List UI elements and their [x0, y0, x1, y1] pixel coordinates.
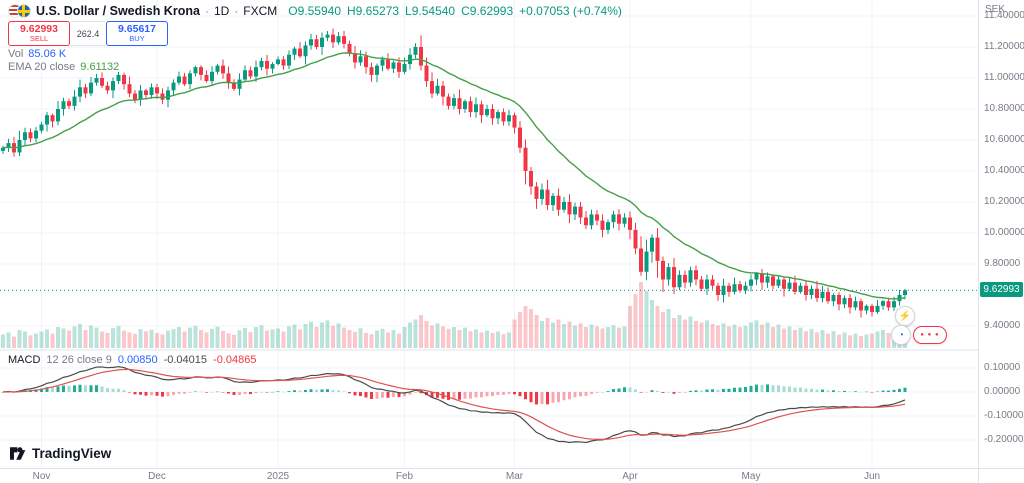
tradingview-logo-text: TradingView — [32, 446, 112, 461]
macd-hist-value: 0.00850 — [117, 354, 158, 366]
time-axis-label: Mar — [505, 471, 524, 482]
macd-legend[interactable]: MACD 12 26 close 9 0.00850 -0.04015 -0.0… — [8, 354, 256, 366]
ohlc-values: O9.55940 H9.65273 L9.54540 C9.62993 +0.0… — [288, 4, 622, 18]
time-axis-label: Nov — [32, 471, 51, 482]
sell-price: 9.62993 — [20, 23, 58, 36]
macd-histogram — [1, 384, 907, 405]
macd-signal-value: -0.04865 — [213, 354, 257, 366]
tradingview-logo-icon — [10, 447, 26, 460]
reactions-pill-button[interactable]: ● ● ● — [913, 326, 947, 344]
exchange-label[interactable]: FXCM — [243, 4, 278, 18]
buy-price: 9.65617 — [118, 23, 156, 36]
macd-axis-label: -0.20000 — [984, 434, 1024, 445]
tradingview-logo[interactable]: TradingView — [10, 446, 111, 461]
candlestick-series — [1, 28, 907, 318]
price-axis-label: 9.40000 — [984, 320, 1021, 331]
time-axis-label: 2025 — [266, 471, 290, 482]
macd-axis-label: -0.10000 — [984, 410, 1024, 421]
price-chart-canvas[interactable] — [0, 0, 978, 468]
time-axis-label: May — [741, 471, 761, 482]
open-value: O9.55940 — [288, 4, 341, 18]
legend-separator: · — [204, 4, 209, 18]
ema-legend[interactable]: EMA 20 close 9.61132 — [8, 61, 119, 73]
time-axis-label: Dec — [148, 471, 166, 482]
macd-signal-line — [2, 368, 906, 440]
buy-button[interactable]: 9.65617 BUY — [106, 21, 168, 46]
volume-legend[interactable]: Vol 85.06 K — [8, 48, 66, 60]
close-value: C9.62993 — [461, 4, 514, 18]
volume-label: Vol — [8, 48, 24, 60]
ema-label: EMA 20 close — [8, 61, 76, 73]
macd-axis-label: 0.00000 — [984, 386, 1021, 397]
trade-widget: 9.62993 SELL 262.4 9.65617 BUY — [8, 21, 168, 46]
ema-value: 9.61132 — [80, 61, 120, 73]
symbol-title[interactable]: U.S. Dollar / Swedish Krona — [36, 4, 200, 18]
price-axis-unit: SEK — [985, 4, 1006, 15]
lightning-icon: ⚡ — [898, 310, 912, 322]
time-axis-label: Feb — [395, 471, 414, 482]
sell-label: SELL — [29, 34, 49, 44]
spread-value: 262.4 — [70, 21, 106, 46]
dots-icon: ● ● ● — [920, 332, 940, 338]
price-axis-label: 10.40000 — [984, 165, 1024, 176]
lightning-trade-button[interactable]: ⚡ — [895, 306, 915, 326]
macd-line — [2, 366, 906, 444]
macd-label: MACD — [8, 354, 41, 366]
gauge-icon: ◔ — [897, 329, 905, 341]
ema-line — [2, 52, 906, 300]
macd-params: 12 26 close 9 — [46, 354, 112, 366]
legend-separator: · — [234, 4, 239, 18]
time-axis-label: Apr — [622, 471, 638, 482]
change-value: +0.07053 (+0.74%) — [519, 4, 622, 18]
time-axis-label: Jun — [863, 471, 881, 482]
price-axis-label: 10.60000 — [984, 134, 1024, 145]
low-value: L9.54540 — [405, 4, 456, 18]
grid-lines — [0, 0, 978, 468]
macd-axis-label: 0.10000 — [984, 362, 1021, 373]
price-axis-label: 11.00000 — [984, 72, 1024, 83]
axis-corner — [978, 468, 1024, 483]
buy-label: BUY — [129, 34, 145, 44]
symbol-legend: U.S. Dollar / Swedish Krona · 1D · FXCM … — [8, 4, 622, 18]
sweden-flag-icon — [17, 4, 31, 18]
last-price-badge: 9.62993 — [980, 282, 1023, 298]
volume-bars — [1, 282, 907, 348]
high-value: H9.65273 — [347, 4, 400, 18]
symbol-flags — [8, 4, 31, 18]
volume-value: 85.06 K — [28, 48, 67, 60]
price-axis[interactable]: SEK 9.62993 11.40000 11.20000 11.00000 10.8… — [978, 0, 1024, 468]
gauge-button[interactable]: ◔ — [891, 325, 911, 345]
time-axis[interactable]: Nov Dec 2025 Feb Mar Apr May Jun — [0, 468, 978, 483]
price-axis-label: 9.80000 — [984, 258, 1021, 269]
price-axis-label: 10.00000 — [984, 227, 1024, 238]
price-axis-label: 11.40000 — [984, 10, 1024, 21]
price-axis-label: 10.80000 — [984, 103, 1024, 114]
price-axis-label: 11.20000 — [984, 41, 1024, 52]
price-axis-label: 10.20000 — [984, 196, 1024, 207]
timeframe-label[interactable]: 1D — [213, 4, 230, 18]
sell-button[interactable]: 9.62993 SELL — [8, 21, 70, 46]
macd-line-value: -0.04015 — [163, 354, 208, 366]
